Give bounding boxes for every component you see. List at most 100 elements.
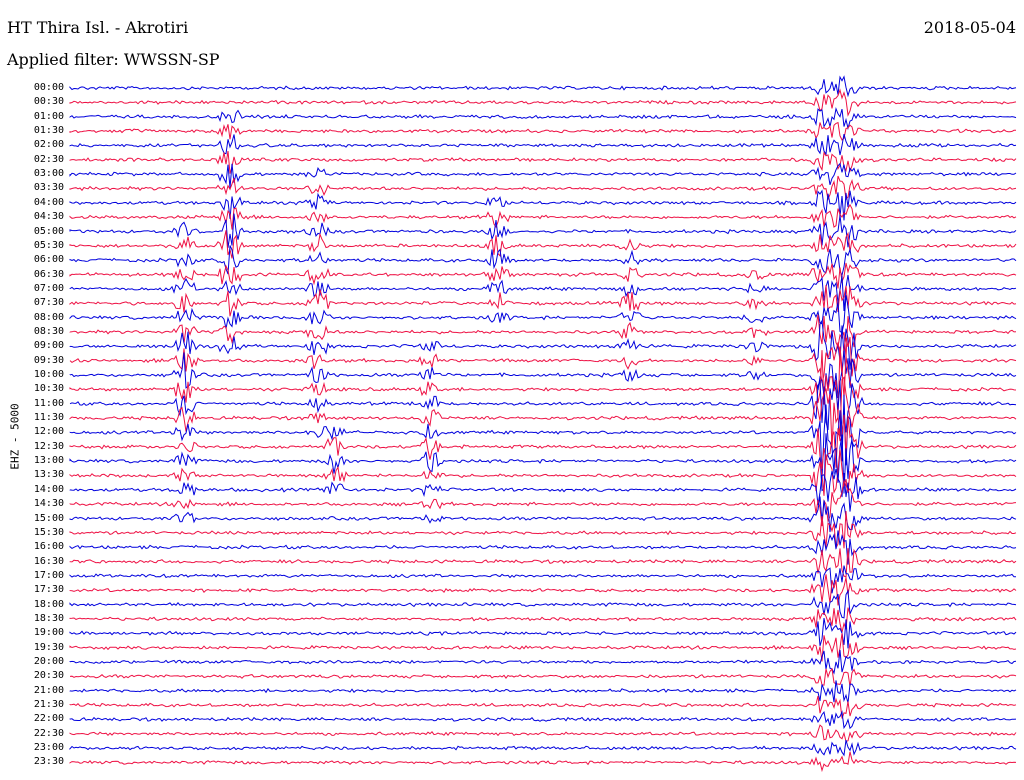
trace-line [69, 285, 1017, 317]
time-label: 01:30 [33, 125, 64, 137]
trace-line [69, 150, 1017, 174]
trace-line [69, 710, 1017, 730]
trace-line [69, 695, 1017, 719]
trace-line [69, 75, 1017, 98]
trace-line [69, 433, 1017, 494]
time-label: 23:30 [33, 756, 64, 768]
trace-line [69, 496, 1017, 533]
time-label: 00:30 [33, 96, 64, 108]
time-label: 04:30 [33, 211, 64, 223]
time-label: 11:30 [33, 412, 64, 424]
trace-line [69, 319, 1017, 370]
trace-line [69, 230, 1017, 259]
time-label: 21:00 [33, 684, 64, 696]
trace-line [69, 530, 1017, 565]
time-label: 03:00 [33, 168, 64, 180]
trace-line [69, 189, 1017, 221]
time-label: 14:00 [33, 483, 64, 495]
trace-line [69, 449, 1017, 496]
trace-line [69, 751, 1017, 773]
time-label: 19:00 [33, 627, 64, 639]
time-label: 03:30 [33, 182, 64, 194]
trace-line [69, 510, 1017, 550]
time-label: 06:00 [33, 254, 64, 266]
time-label: 13:00 [33, 455, 64, 467]
filter-label: Applied filter: WWSSN-SP [7, 50, 220, 69]
time-label: 22:30 [33, 727, 64, 739]
time-label: 22:00 [33, 713, 64, 725]
time-label: 02:00 [33, 139, 64, 151]
time-label: 01:00 [33, 110, 64, 122]
time-label: 12:00 [33, 426, 64, 438]
time-label: 15:30 [33, 526, 64, 538]
station-title: HT Thira Isl. - Akrotiri [7, 18, 189, 37]
trace-line [69, 88, 1017, 117]
trace-line [69, 414, 1017, 469]
time-label: 04:00 [33, 196, 64, 208]
trace-line [69, 336, 1017, 383]
trace-line [69, 314, 1017, 358]
trace-line [69, 618, 1017, 649]
time-label: 21:30 [33, 699, 64, 711]
time-label: 13:30 [33, 469, 64, 481]
trace-line [69, 274, 1017, 312]
trace-line [69, 213, 1017, 248]
time-label: 15:00 [33, 512, 64, 524]
trace-line [69, 379, 1017, 437]
trace-line [69, 479, 1017, 527]
trace-line [69, 107, 1017, 131]
time-label: 17:00 [33, 569, 64, 581]
trace-line [69, 739, 1017, 757]
trace-line [69, 346, 1017, 419]
trace-line [69, 262, 1017, 289]
trace-line [69, 667, 1017, 687]
trace-line [69, 121, 1017, 141]
time-axis: 00:00 00:30 01:00 01:30 02:00 02:30 03:00 03:30… [0, 0, 70, 780]
trace-line [69, 350, 1017, 398]
time-label: 05:30 [33, 239, 64, 251]
time-label: 05:00 [33, 225, 64, 237]
time-label: 11:00 [33, 397, 64, 409]
time-label: 08:30 [33, 325, 64, 337]
trace-line [69, 394, 1017, 479]
time-label: 14:30 [33, 498, 64, 510]
time-label: 20:30 [33, 670, 64, 682]
time-label: 16:00 [33, 541, 64, 553]
date-label: 2018-05-04 [923, 18, 1016, 37]
time-label: 07:00 [33, 282, 64, 294]
time-label: 17:30 [33, 584, 64, 596]
trace-line [69, 468, 1017, 512]
trace-line [69, 589, 1017, 619]
trace-line [69, 175, 1017, 201]
time-label: 09:30 [33, 354, 64, 366]
trace-line [69, 376, 1017, 450]
time-label: 18:00 [33, 598, 64, 610]
trace-line [69, 680, 1017, 704]
time-label: 12:30 [33, 440, 64, 452]
trace-line [69, 295, 1017, 334]
time-label: 00:00 [33, 82, 64, 93]
trace-line [69, 548, 1017, 578]
time-label: 20:00 [33, 656, 64, 667]
trace-line [69, 245, 1017, 277]
time-label: 08:00 [33, 311, 64, 323]
time-label: 10:00 [33, 369, 64, 380]
trace-line [69, 724, 1017, 743]
time-label: 02:30 [33, 153, 64, 165]
time-label: 16:30 [33, 555, 64, 567]
time-label: 23:00 [33, 742, 64, 754]
trace-line [69, 607, 1017, 633]
trace-line [69, 650, 1017, 675]
time-label: 18:30 [33, 612, 64, 624]
time-label: 06:30 [33, 268, 64, 280]
trace-line [69, 162, 1017, 188]
trace-line [69, 133, 1017, 156]
time-label: 19:30 [33, 641, 64, 653]
trace-line [69, 574, 1017, 606]
time-label: 07:30 [33, 297, 64, 309]
time-label: 09:00 [33, 340, 64, 352]
time-label: 10:30 [33, 383, 64, 395]
trace-line [69, 565, 1017, 594]
trace-line [69, 633, 1017, 662]
